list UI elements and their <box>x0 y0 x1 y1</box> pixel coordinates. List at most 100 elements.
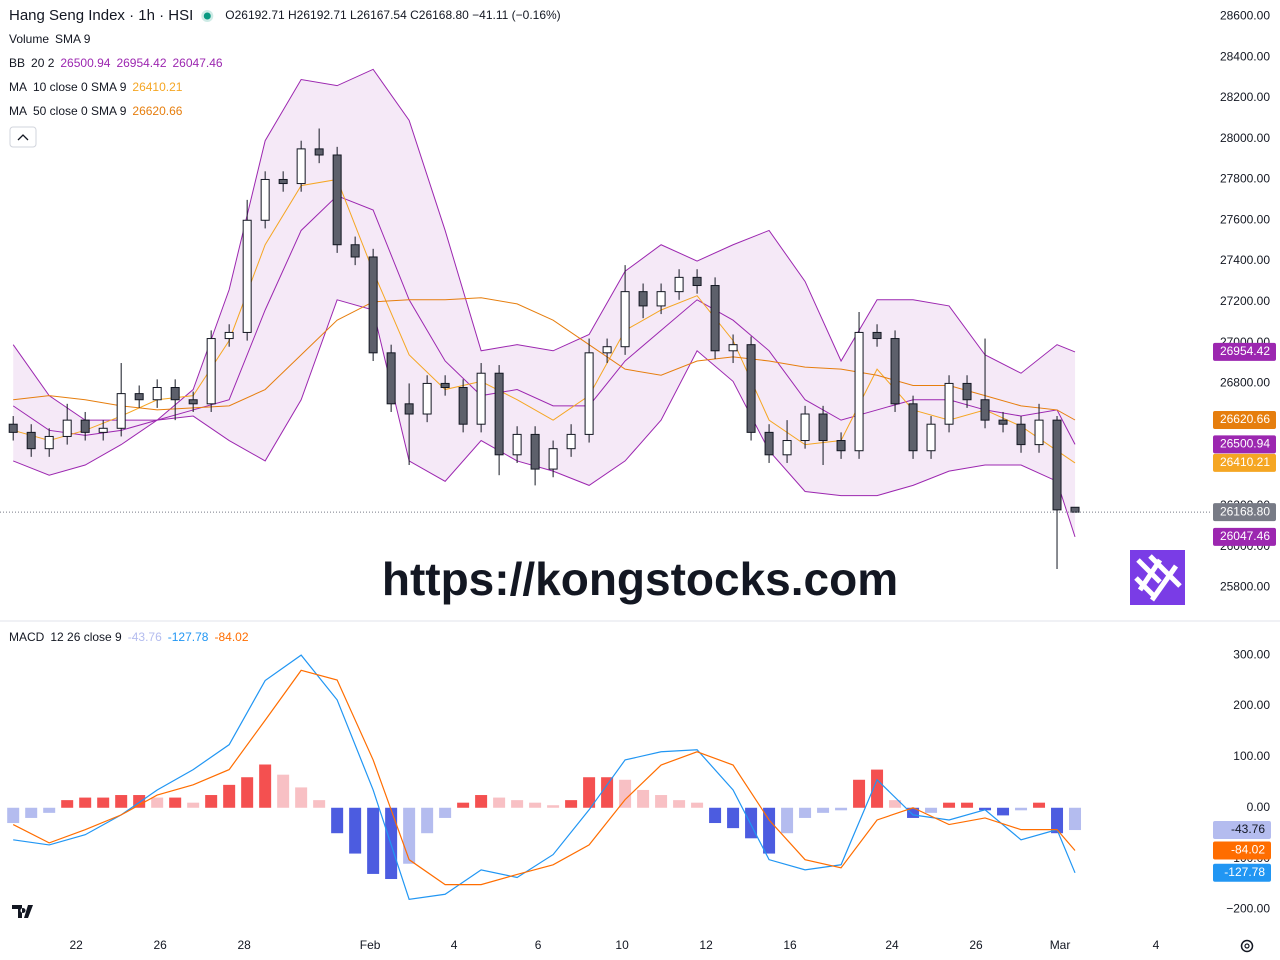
histogram-bar <box>169 797 182 808</box>
y-tick-label: 300.00 <box>1233 647 1270 661</box>
y-tick-label: 100.00 <box>1233 749 1270 763</box>
tv-logo-mark <box>12 905 33 918</box>
legend-value: 26954.42 <box>116 56 166 70</box>
candle-body <box>908 403 918 452</box>
candle-body <box>764 431 774 456</box>
candle-body <box>80 419 90 433</box>
histogram-bar <box>763 807 776 854</box>
candle-body <box>980 399 990 421</box>
histogram-bar <box>223 784 236 808</box>
y-tick-label: −200.00 <box>1226 902 1270 916</box>
candle-body <box>818 413 828 442</box>
candle-body <box>962 382 972 401</box>
histogram-bar <box>205 795 218 808</box>
candle-body <box>206 338 216 405</box>
price-tag <box>1213 435 1276 454</box>
candle-body <box>782 440 792 456</box>
candle-body <box>458 387 468 425</box>
candle-body <box>134 393 144 401</box>
histogram-bar <box>79 797 92 808</box>
collapse-icon <box>17 134 29 141</box>
x-tick-label: 16 <box>783 938 797 952</box>
candle-body <box>98 427 108 433</box>
histogram-bar <box>151 797 164 808</box>
histogram-bar <box>799 807 812 818</box>
legend-value: -84.02 <box>214 630 248 644</box>
value-tag <box>1213 841 1271 860</box>
collapse-button[interactable] <box>9 126 37 148</box>
price-tag <box>1213 503 1276 522</box>
candle-body <box>548 448 558 470</box>
candle-body <box>710 285 720 352</box>
x-tick-label: Mar <box>1050 938 1071 952</box>
price-pane <box>8 68 1080 570</box>
price-tag <box>1213 527 1276 546</box>
candle-body <box>188 399 198 405</box>
candle-body <box>656 291 666 307</box>
y-tick-label: 28000.00 <box>1220 131 1270 145</box>
candle-body <box>8 423 18 433</box>
candle-body <box>602 346 612 354</box>
histogram-bar <box>619 779 632 808</box>
histogram-bar <box>601 777 614 808</box>
candle-body <box>440 382 450 388</box>
legend-value: 26047.46 <box>173 56 223 70</box>
candle-body <box>314 148 324 156</box>
x-tick-label: 28 <box>237 938 251 952</box>
histogram-bar <box>25 807 38 818</box>
candle-body <box>242 219 252 333</box>
value-tag <box>1213 863 1271 882</box>
histogram-bar <box>259 764 272 808</box>
symbol-title: Hang Seng Index · 1h · HSI <box>9 7 193 24</box>
candle-body <box>368 256 378 354</box>
histogram-bar <box>457 802 470 808</box>
y-tick-label: 0.00 <box>1247 800 1271 814</box>
price-tag-label: 26954.42 <box>1220 344 1270 358</box>
candle-body <box>638 291 648 307</box>
histogram-bar <box>439 807 452 818</box>
histogram-bar <box>115 795 128 808</box>
candle-body <box>332 154 342 246</box>
y-tick-label: 27400.00 <box>1220 253 1270 267</box>
collapse-box[interactable] <box>9 126 37 148</box>
settings-button[interactable] <box>1240 939 1254 953</box>
histogram-bar <box>853 779 866 808</box>
macd-line <box>12 669 1076 886</box>
value-tag-label: -43.76 <box>1231 822 1265 836</box>
histogram-bar <box>97 797 110 808</box>
y-tick-label: 28600.00 <box>1220 8 1270 22</box>
x-tick-label: 24 <box>885 938 899 952</box>
candle-body <box>872 331 882 340</box>
candle-body <box>890 338 900 405</box>
value-tag-label: -84.02 <box>1231 843 1265 857</box>
legend-value: 26410.21 <box>132 80 182 94</box>
settings-gear[interactable] <box>1240 939 1254 953</box>
candle-body <box>512 433 522 456</box>
histogram-bar <box>583 777 596 808</box>
x-tick-label: 26 <box>153 938 167 952</box>
histogram-bar <box>835 807 848 811</box>
candle-body <box>1034 419 1044 446</box>
legend-name: Volume <box>9 32 49 46</box>
candle-body <box>530 433 540 470</box>
candle-body <box>1052 419 1062 511</box>
x-tick-label: 4 <box>451 938 458 952</box>
tv-logo <box>12 905 33 918</box>
candle-body <box>944 382 954 425</box>
legend-name: MACD <box>9 630 45 644</box>
histogram-bar <box>691 802 704 808</box>
histogram-bar <box>241 777 254 808</box>
legend-params: SMA 9 <box>55 32 91 46</box>
histogram-bar <box>637 789 650 808</box>
price-tag-label: 26500.94 <box>1220 437 1270 451</box>
candle-body <box>62 419 72 437</box>
price-tag-label: 26047.46 <box>1220 529 1270 543</box>
histogram-bar <box>61 800 74 808</box>
value-tag-label: -127.78 <box>1224 865 1265 879</box>
candle-body <box>566 433 576 450</box>
candle-body <box>728 344 738 352</box>
price-tag <box>1213 342 1276 361</box>
candle-body <box>674 276 684 293</box>
legend-name: MA <box>9 80 27 94</box>
